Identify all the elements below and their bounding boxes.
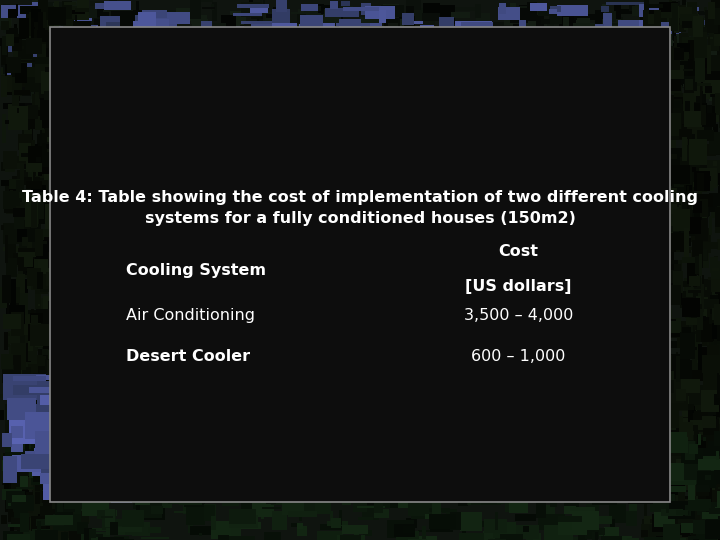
Text: Cost: Cost <box>498 244 539 259</box>
Text: Air Conditioning: Air Conditioning <box>126 308 255 323</box>
Text: 3,500 – 4,000: 3,500 – 4,000 <box>464 308 573 323</box>
Text: Cooling System: Cooling System <box>126 262 266 278</box>
Bar <box>50 27 670 502</box>
Text: 600 – 1,000: 600 – 1,000 <box>471 349 566 364</box>
Text: [US dollars]: [US dollars] <box>465 279 572 294</box>
Text: systems for a fully conditioned houses (150m2): systems for a fully conditioned houses (… <box>145 211 575 226</box>
Text: Desert Cooler: Desert Cooler <box>126 349 250 364</box>
Text: Table 4: Table showing the cost of implementation of two different cooling: Table 4: Table showing the cost of imple… <box>22 190 698 205</box>
